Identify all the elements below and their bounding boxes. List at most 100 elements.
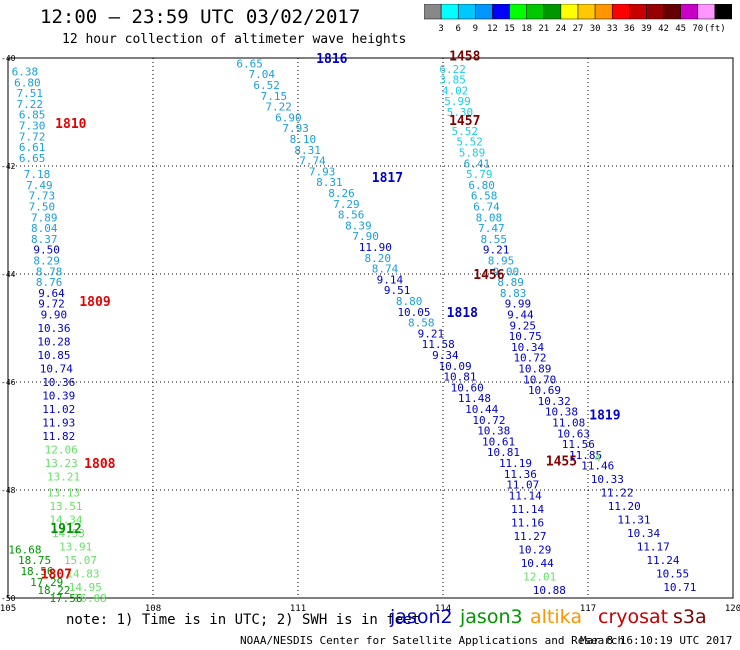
wave-height-value: 10.70 [523,373,556,386]
chart-subtitle: 12 hour collection of altimeter wave hei… [62,32,407,47]
x-tick-label: 120 [725,604,740,614]
wave-height-value: 7.30 [19,120,46,133]
wave-height-value: 10.38 [545,406,578,419]
wave-height-value: 9.64 [38,287,65,300]
wave-height-value: 10.34 [511,341,544,354]
y-tick-label: -48 [1,486,16,495]
wave-height-value: 17.29 [30,576,63,589]
wave-height-value: 9.21 [483,244,510,257]
wave-height-value: 7.89 [31,211,58,224]
wave-height-value: 13.13 [47,487,80,500]
colorbar-label: 18 [521,24,532,34]
wave-height-value: 10.89 [518,363,551,376]
plot-frame [7,57,734,599]
wave-height-value: 8.83 [500,287,527,300]
wave-height-value: 10.72 [472,414,505,427]
wave-height-value: 10.05 [397,306,430,319]
wave-height-value: 7.47 [478,222,505,235]
wave-height-value: 7.22 [265,101,292,114]
wave-height-value: 8.08 [476,211,503,224]
wave-height-value: 14.95 [69,581,102,594]
wave-height-value: 11.82 [42,430,75,443]
wave-height-value: 7.90 [352,230,379,243]
x-tick-label: 117 [580,604,596,614]
pass-time-label: 1809 [79,295,110,310]
colorbar-label: (ft) [704,24,726,34]
wave-height-value: 11.56 [562,438,595,451]
wave-height-value: 10.75 [509,330,542,343]
wave-height-value: 10.81 [487,446,520,459]
wave-height-value: 10.69 [528,384,561,397]
wave-height-value: 6.61 [19,141,46,154]
wave-height-value: 10.55 [656,568,689,581]
wave-height-value: 6.90 [275,111,302,124]
wave-height-value: 9.21 [418,327,445,340]
pass-time-label: 1819 [589,408,620,423]
wave-height-value: 8.31 [316,176,343,189]
wave-height-value: 11.85 [569,449,602,462]
wave-height-value: 10.34 [627,527,660,540]
wave-height-value: 10.85 [37,349,70,362]
x-tick-label: 111 [290,604,306,614]
wave-height-value: 5.52 [456,136,483,149]
wave-height-value: 8.95 [488,255,515,268]
wave-height-value: 11.36 [504,468,537,481]
wave-height-value: 9.72 [38,298,65,311]
colorbar-label: 70 [692,24,703,34]
wave-height-value: 11.27 [513,530,546,543]
wave-height-value: 6.38 [12,66,39,79]
wave-height-value: 8.39 [345,219,372,232]
wave-height-value: 7.51 [17,87,44,100]
wave-height-value: 6.58 [471,190,498,203]
wave-height-value: 11.16 [511,516,544,529]
wave-height-value: 10.60 [451,381,484,394]
wave-height-value: 8.04 [31,222,58,235]
wave-height-value: 7.49 [26,179,53,192]
pass-time-label: 1808 [84,457,115,472]
colorbar-label: 6 [456,24,461,34]
wave-height-value: 6.22 [439,63,466,76]
wave-height-value: 6.80 [14,76,41,89]
colorbar-label: 27 [573,24,584,34]
colorbar-label: 36 [624,24,635,34]
colorbar-label: 12 [487,24,498,34]
wave-height-value: 7.04 [249,68,276,81]
wave-height-value: 7.18 [24,168,51,181]
wave-height-value: 13.51 [49,500,82,513]
wave-height-value: 6.65 [19,152,46,165]
wave-height-value: 9.51 [384,284,411,297]
colorbar-label: 33 [607,24,618,34]
wave-height-value: 9.14 [377,273,404,286]
wave-height-value: 10.63 [557,427,590,440]
wave-height-value: 12.01 [523,570,556,583]
wave-height-value: 10.81 [443,371,476,384]
pass-time-label: 1816 [316,52,347,67]
x-tick-label: 105 [0,604,16,614]
y-tick-label: -46 [1,378,16,387]
y-tick-label: -42 [1,162,16,171]
wave-height-value: 10.44 [465,403,498,416]
wave-height-value: 9.44 [507,309,534,322]
wave-height-value: 11.58 [422,338,455,351]
colorbar-label: 24 [555,24,566,34]
wave-height-value: 16.08 [74,592,107,605]
wave-height-value: 11.31 [617,514,650,527]
pass-time-label: 1818 [447,306,478,321]
wave-height-value: 3.85 [439,74,466,87]
y-tick-label: -40 [1,54,16,63]
wave-height-value: 16.68 [8,543,41,556]
wave-height-value: 5.99 [444,95,471,108]
wave-height-value: 13.23 [45,457,78,470]
wave-height-value: 9.00 [493,265,520,278]
colorbar-label: 42 [658,24,669,34]
wave-height-value: 14.34 [49,514,82,527]
wave-height-value: 8.80 [396,295,423,308]
x-tick-label: 108 [145,604,161,614]
wave-height-value: 12.06 [45,444,78,457]
wave-height-value: 8.76 [36,276,63,289]
wave-height-value: 6.85 [19,109,46,122]
wave-height-value: 8.37 [31,233,58,246]
wave-height-value: 8.56 [338,209,365,222]
wave-height-value: 7.50 [29,201,56,214]
colorbar-label: 45 [675,24,686,34]
